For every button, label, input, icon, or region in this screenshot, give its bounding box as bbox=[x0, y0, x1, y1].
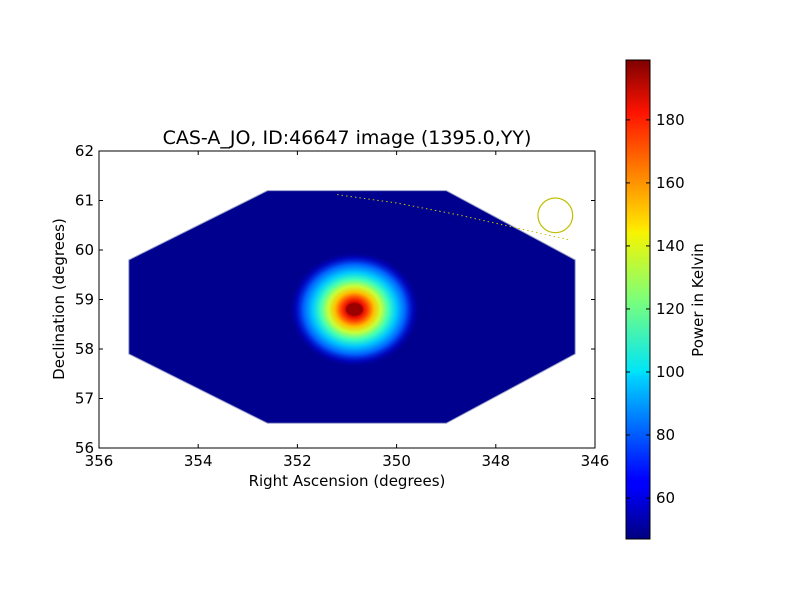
colorbar-tick-label: 100 bbox=[656, 363, 685, 381]
y-tick-label: 56 bbox=[75, 439, 94, 457]
x-tick-label: 356 bbox=[85, 452, 114, 470]
colorbar-tick-label: 80 bbox=[656, 426, 675, 444]
y-axis-label: Declination (degrees) bbox=[50, 218, 68, 380]
colorbar-frame bbox=[625, 59, 651, 540]
colorbar-tick-label: 120 bbox=[656, 300, 685, 318]
heatmap-layer bbox=[128, 190, 576, 424]
x-tick-label: 352 bbox=[283, 452, 312, 470]
main-axes: 356 354 352 350 348 346 56 57 58 59 60 61 62 CAS-A_… bbox=[50, 127, 609, 490]
colorbar-tick-label: 180 bbox=[656, 111, 685, 129]
y-tick-label: 60 bbox=[75, 241, 94, 259]
colorbar-tick-label: 160 bbox=[656, 174, 685, 192]
x-tick-label: 354 bbox=[184, 452, 213, 470]
radio-source-core bbox=[345, 303, 363, 316]
y-tick-label: 57 bbox=[75, 390, 94, 408]
colorbar-tick-label: 60 bbox=[656, 489, 675, 507]
y-tick-label: 61 bbox=[75, 192, 94, 210]
x-axis-label: Right Ascension (degrees) bbox=[249, 472, 446, 490]
y-ticks: 56 57 58 59 60 61 62 bbox=[75, 142, 595, 457]
beam-circle bbox=[537, 197, 574, 234]
chart-title: CAS-A_JO, ID:46647 image (1395.0,YY) bbox=[163, 127, 532, 149]
y-tick-label: 58 bbox=[75, 340, 94, 358]
x-tick-label: 346 bbox=[581, 452, 610, 470]
colorbar-label: Power in Kelvin bbox=[689, 243, 707, 357]
colorbar: 60 80 100 120 140 160 180 Power in Kelvin bbox=[625, 59, 707, 540]
colorbar-gradient bbox=[626, 60, 650, 539]
colorbar-tick-label: 140 bbox=[656, 237, 685, 255]
x-ticks: 356 354 352 350 348 346 bbox=[85, 151, 610, 470]
colorbar-ticks: 60 80 100 120 140 160 180 bbox=[626, 111, 685, 507]
x-tick-label: 348 bbox=[481, 452, 510, 470]
y-tick-label: 59 bbox=[75, 291, 94, 309]
y-tick-label: 62 bbox=[75, 142, 94, 160]
x-tick-label: 350 bbox=[382, 452, 411, 470]
